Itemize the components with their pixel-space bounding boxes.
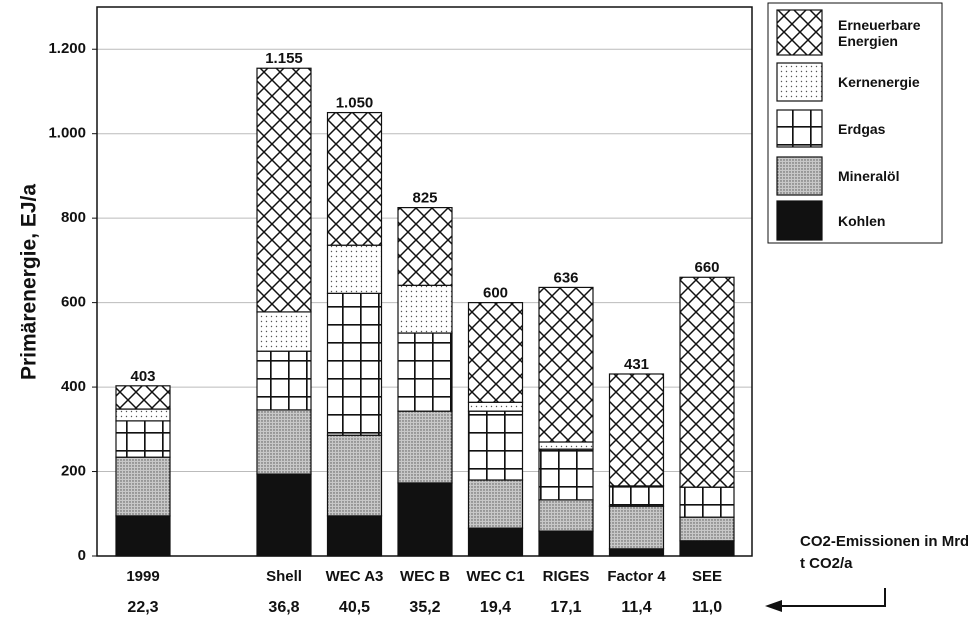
y-tick-label: 0 <box>78 547 86 564</box>
bar-segment <box>679 540 735 557</box>
co2-value: 36,8 <box>268 599 299 616</box>
legend-label: Kohlen <box>838 212 886 229</box>
bar-segment <box>608 373 665 487</box>
bar-segment <box>538 286 594 443</box>
bar-segment <box>467 401 524 412</box>
co2-value: 11,0 <box>692 599 722 616</box>
legend-swatch <box>776 9 823 56</box>
co2-value: 11,4 <box>621 599 651 616</box>
total-label: 1.155 <box>265 50 303 67</box>
bar-segment <box>115 385 171 410</box>
bar-segment <box>115 420 171 458</box>
total-label: 431 <box>624 356 649 373</box>
co2-label: CO2-Emissionen in Mrd t CO2/a <box>800 533 968 572</box>
legend-label: Kernenergie <box>838 74 920 90</box>
bar-segment <box>538 441 594 450</box>
bar-segment <box>608 548 665 557</box>
bar-segment <box>256 67 312 313</box>
y-tick-label: 600 <box>61 294 86 311</box>
x-tick-label: WEC A3 <box>326 568 384 585</box>
legend-swatch <box>776 200 823 241</box>
total-label: 660 <box>694 259 719 276</box>
bar-segment <box>538 448 594 501</box>
bar-segment <box>397 284 453 334</box>
bar-segment <box>679 516 735 542</box>
bar-segment <box>467 479 524 529</box>
bar-segment <box>397 410 453 484</box>
bar-segment <box>326 111 383 246</box>
legend-label: Erdgas <box>838 120 886 137</box>
legend-label: Mineralöl <box>838 168 900 184</box>
x-tick-label: 1999 <box>126 568 159 585</box>
bar-segment <box>326 244 383 294</box>
x-tick-label: Shell <box>266 568 302 585</box>
bar-segment <box>397 482 453 557</box>
y-tick-label: 200 <box>61 463 86 480</box>
x-tick-label: Factor 4 <box>607 568 666 585</box>
legend-swatch <box>776 62 823 102</box>
y-axis-label: Primärenergie, EJ/a <box>18 184 41 380</box>
total-label: 825 <box>412 190 437 207</box>
bar-segment <box>256 409 312 475</box>
bar-segment <box>679 276 735 488</box>
legend-swatch <box>776 109 823 148</box>
total-label: 403 <box>130 368 155 385</box>
co2-value: 19,4 <box>480 599 511 616</box>
bar-segment <box>467 302 524 403</box>
bar-segment <box>608 505 665 550</box>
bar-segment <box>115 408 171 422</box>
x-tick-label: RIGES <box>543 568 590 585</box>
x-tick-label: SEE <box>692 568 722 585</box>
bar-segment <box>679 486 735 518</box>
co2-value: 40,5 <box>339 599 370 616</box>
bar-segment <box>397 206 453 286</box>
bar-segment <box>256 350 312 411</box>
legend-swatch <box>776 156 823 196</box>
legend-box <box>767 2 943 244</box>
bar-segment <box>608 485 665 507</box>
bar-segment <box>538 499 594 532</box>
co2-value: 22,3 <box>127 599 158 616</box>
y-tick-label: 400 <box>61 378 86 395</box>
bar-segment <box>326 434 383 517</box>
bar-segment <box>467 527 524 557</box>
arrow-head <box>765 600 782 612</box>
arrow <box>772 588 886 607</box>
bar-segment <box>538 530 594 557</box>
bar-segment <box>467 410 524 481</box>
total-label: 600 <box>483 285 508 302</box>
bar-segment <box>115 515 171 557</box>
bar-segment <box>326 515 383 557</box>
total-label: 636 <box>553 269 578 286</box>
bar-segment <box>115 456 171 517</box>
legend-label: Erneuerbare Energien <box>838 16 921 49</box>
x-tick-label: WEC C1 <box>466 568 524 585</box>
total-label: 1.050 <box>336 95 374 112</box>
bar-segment <box>256 473 312 557</box>
y-tick-label: 800 <box>61 209 86 226</box>
bar-segment <box>256 311 312 352</box>
co2-value: 35,2 <box>409 599 440 616</box>
co2-value: 17,1 <box>550 599 581 616</box>
bar-segment <box>397 332 453 412</box>
x-tick-label: WEC B <box>400 568 450 585</box>
y-tick-label: 1.000 <box>48 125 86 142</box>
bar-segment <box>326 292 383 436</box>
y-tick-label: 1.200 <box>48 40 86 57</box>
